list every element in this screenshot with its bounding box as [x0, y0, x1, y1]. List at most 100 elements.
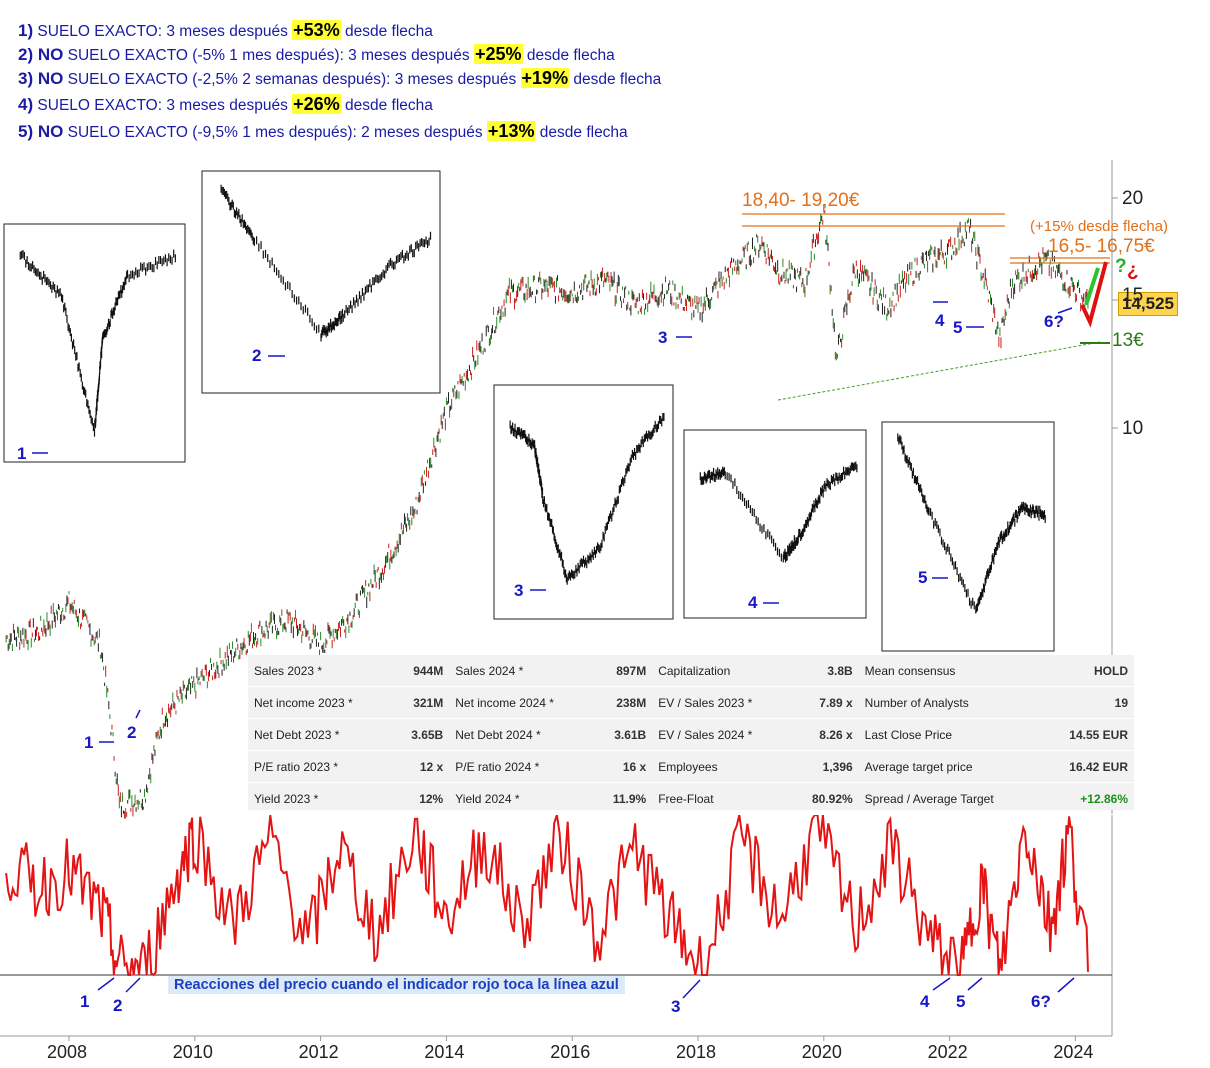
low-marker-label: 5: [953, 318, 963, 337]
support-label: 13€: [1112, 330, 1144, 351]
fund-value: 897M: [593, 655, 653, 687]
annotation-gain: +25%: [473, 44, 523, 64]
y-tick-10: 10: [1122, 418, 1144, 439]
annotation-text: SUELO EXACTO (-2,5% 2 semanas después): …: [63, 71, 521, 88]
fund-key: Net income 2023 *: [248, 686, 392, 719]
low-marker-label: 4: [935, 311, 945, 330]
fund-value: 7.89 x: [790, 686, 859, 719]
low-marker-label: 2: [127, 723, 137, 742]
y-tick-20: 20: [1122, 188, 1144, 209]
annotation-line-3: 3) NO SUELO EXACTO (-2,5% 2 semanas desp…: [18, 68, 661, 89]
low-marker-label: 5: [956, 992, 966, 1011]
x-tick-label: 2012: [298, 1042, 339, 1062]
x-tick-label: 2010: [172, 1042, 213, 1062]
annotation-number: 3) NO: [18, 69, 64, 88]
fund-key: Employees: [652, 750, 791, 783]
annotation-text: SUELO EXACTO: 3 meses después: [33, 97, 293, 114]
annotation-gain: +13%: [486, 121, 536, 141]
fund-key: Net Debt 2024 *: [449, 718, 594, 751]
fund-value: +12.86%: [1042, 782, 1134, 815]
fund-key: Average target price: [858, 750, 1042, 783]
low-marker-label: 6?: [1044, 312, 1064, 331]
fundamentals-row: Sales 2023 * 944M Sales 2024 * 897M Capitali…: [248, 655, 1134, 687]
marker-arrow: [125, 977, 141, 993]
low-marker-label: 3: [514, 581, 524, 600]
fund-value: 12 x: [391, 750, 450, 783]
fund-key: Net Debt 2023 *: [248, 718, 392, 751]
fund-key: Free-Float: [652, 782, 791, 815]
low-marker-label: 5: [918, 568, 928, 587]
annotation-number: 4): [18, 95, 34, 114]
resistance2-note: (+15% desde flecha): [1030, 218, 1169, 235]
fund-value: 8.26 x: [790, 718, 859, 751]
fund-key: Spread / Average Target: [858, 782, 1042, 815]
indicator-line: [5, 814, 1089, 977]
fund-key: P/E ratio 2023 *: [248, 750, 392, 783]
marker-arrow: [682, 979, 701, 999]
fund-value: 14.55 EUR: [1042, 718, 1134, 751]
annotation-tail: desde flecha: [535, 124, 628, 141]
annotation-line-1: 1) SUELO EXACTO: 3 meses después +53% de…: [18, 20, 433, 41]
x-tick-label: 2016: [550, 1042, 591, 1062]
low-marker-label: 3: [658, 328, 668, 347]
fund-value: 12%: [391, 782, 450, 815]
low-marker-label: 1: [84, 733, 94, 752]
low-marker-label: 1: [80, 992, 90, 1011]
fund-key: Yield 2023 *: [248, 782, 392, 815]
fund-value: 11.9%: [593, 782, 653, 815]
x-tick-label: 2008: [47, 1042, 88, 1062]
low-marker-label: 4: [920, 992, 930, 1011]
annotation-text: SUELO EXACTO (-9,5% 1 mes después): 2 me…: [63, 124, 487, 141]
annotation-tail: desde flecha: [522, 47, 615, 64]
fund-value: 16.42 EUR: [1042, 750, 1134, 783]
fundamentals-row: P/E ratio 2023 * 12 x P/E ratio 2024 * 16 x…: [248, 750, 1134, 783]
marker-arrow: [135, 709, 141, 719]
fund-key: Last Close Price: [858, 718, 1042, 751]
trend-support-line: [777, 341, 1101, 401]
annotation-gain: +53%: [292, 20, 341, 40]
fund-key: EV / Sales 2023 *: [652, 686, 791, 719]
x-tick-label: 2022: [927, 1042, 968, 1062]
fund-value: 321M: [391, 686, 450, 719]
question-mark-green: ?: [1115, 256, 1127, 277]
fund-key: Sales 2023 *: [248, 655, 392, 687]
fund-key: Sales 2024 *: [449, 655, 594, 687]
fund-value: 3.8B: [790, 655, 859, 687]
annotation-tail: desde flecha: [340, 23, 433, 40]
marker-arrow: [1057, 977, 1075, 993]
fund-value: 1,396: [790, 750, 859, 783]
annotation-number: 2) NO: [18, 45, 64, 64]
marker-arrow: [1057, 307, 1073, 314]
annotation-tail: desde flecha: [569, 71, 662, 88]
fundamentals-row: Net income 2023 * 321M Net income 2024 * 23…: [248, 686, 1134, 719]
annotation-line-2: 2) NO SUELO EXACTO (-5% 1 mes después): …: [18, 44, 615, 65]
inset-chart-frame: [201, 170, 441, 394]
low-marker-label: 3: [671, 997, 681, 1016]
annotation-line-4: 4) SUELO EXACTO: 3 meses después +26% de…: [18, 94, 433, 115]
inset-chart-frame: [683, 429, 867, 619]
marker-arrow: [97, 977, 115, 991]
fund-value: 944M: [391, 655, 450, 687]
fund-value: 19: [1042, 686, 1134, 719]
x-tick-label: 2014: [424, 1042, 465, 1062]
low-marker-label: 4: [748, 593, 758, 612]
y-tick-15: 15: [1122, 285, 1144, 306]
fund-value: 3.65B: [391, 718, 450, 751]
resistance1-label: 18,40- 19,20€: [742, 190, 860, 211]
green-projection: [1084, 267, 1100, 306]
fund-value: 3.61B: [593, 718, 653, 751]
question-mark-red: ¿: [1127, 260, 1139, 281]
resistance2-label: 16,5- 16,75€: [1048, 236, 1155, 257]
x-tick-label: 2018: [676, 1042, 717, 1062]
marker-arrow: [932, 977, 951, 991]
fund-key: Number of Analysts: [858, 686, 1042, 719]
fund-key: Mean consensus: [858, 655, 1042, 687]
annotation-line-5: 5) NO SUELO EXACTO (-9,5% 1 mes después)…: [18, 121, 628, 142]
fundamentals-row: Net Debt 2023 * 3.65B Net Debt 2024 * 3.61B…: [248, 718, 1134, 751]
red-projection: [1080, 261, 1108, 328]
fundamentals-row: Yield 2023 * 12% Yield 2024 * 11.9% Free-Flo…: [248, 782, 1134, 815]
inset-chart-frame: [881, 421, 1055, 652]
fund-key: Yield 2024 *: [449, 782, 594, 815]
